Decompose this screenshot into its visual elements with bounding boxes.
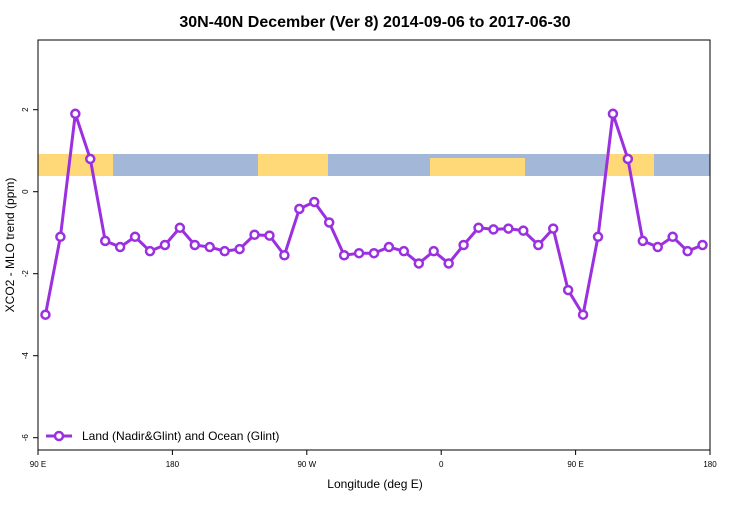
x-tick-label: 180 — [703, 460, 717, 469]
x-tick-label: 90 E — [30, 460, 46, 469]
legend-marker — [53, 430, 65, 442]
data-point — [413, 258, 425, 269]
map-band — [38, 154, 710, 176]
data-point — [637, 235, 649, 247]
data-point — [40, 309, 51, 320]
data-point — [518, 225, 529, 236]
data-point — [652, 241, 663, 253]
data-point — [129, 231, 141, 243]
data-point — [99, 235, 111, 247]
data-point — [204, 241, 215, 253]
x-tick-label: 0 — [439, 460, 444, 469]
data-point — [592, 231, 604, 243]
data-point — [368, 247, 380, 259]
data-point — [622, 153, 634, 165]
chart-title: 30N-40N December (Ver 8) 2014-09-06 to 2… — [179, 14, 570, 31]
data-point — [488, 224, 499, 235]
data-point — [55, 231, 66, 243]
x-axis-label: Longitude (deg E) — [327, 477, 422, 491]
data-point — [562, 284, 574, 296]
data-line — [43, 112, 704, 317]
data-point — [309, 196, 320, 208]
data-point — [189, 239, 201, 251]
y-tick-label: -4 — [21, 352, 30, 360]
data-point — [70, 108, 81, 120]
data-point — [667, 231, 678, 243]
y-tick-label: -6 — [21, 434, 30, 442]
data-point — [144, 245, 156, 257]
data-point — [428, 245, 439, 257]
data-point — [577, 309, 589, 320]
data-point — [85, 153, 96, 165]
x-tick-label: 90 W — [297, 460, 316, 469]
y-tick-label: 0 — [21, 189, 30, 194]
y-axis-label: XCO2 - MLO trend (ppm) — [3, 178, 17, 313]
data-point — [323, 217, 335, 228]
y-tick-label: 2 — [21, 107, 30, 112]
data-point — [338, 250, 350, 261]
data-point — [264, 230, 275, 241]
data-point — [607, 108, 619, 120]
data-point — [249, 229, 260, 240]
data-point — [294, 203, 305, 215]
x-tick-label: 180 — [166, 460, 180, 469]
data-point — [682, 245, 693, 257]
data-point — [219, 245, 230, 257]
data-point — [443, 258, 454, 269]
data-point — [353, 247, 365, 259]
plot-frame — [37, 39, 711, 451]
data-point — [473, 222, 484, 234]
data-point — [114, 241, 126, 253]
data-point — [234, 243, 245, 255]
data-point — [697, 239, 708, 251]
y-tick-label: -2 — [21, 270, 30, 278]
data-point — [279, 250, 290, 261]
data-point — [533, 239, 544, 251]
data-point — [503, 223, 514, 234]
x-tick-label: 90 E — [567, 460, 583, 469]
data-point — [174, 222, 186, 234]
data-point — [398, 245, 410, 257]
data-point — [383, 241, 395, 253]
data-point — [458, 239, 469, 251]
data-point — [547, 223, 559, 234]
data-point — [159, 239, 171, 251]
legend-label: Land (Nadir&Glint) and Ocean (Glint) — [82, 429, 279, 443]
